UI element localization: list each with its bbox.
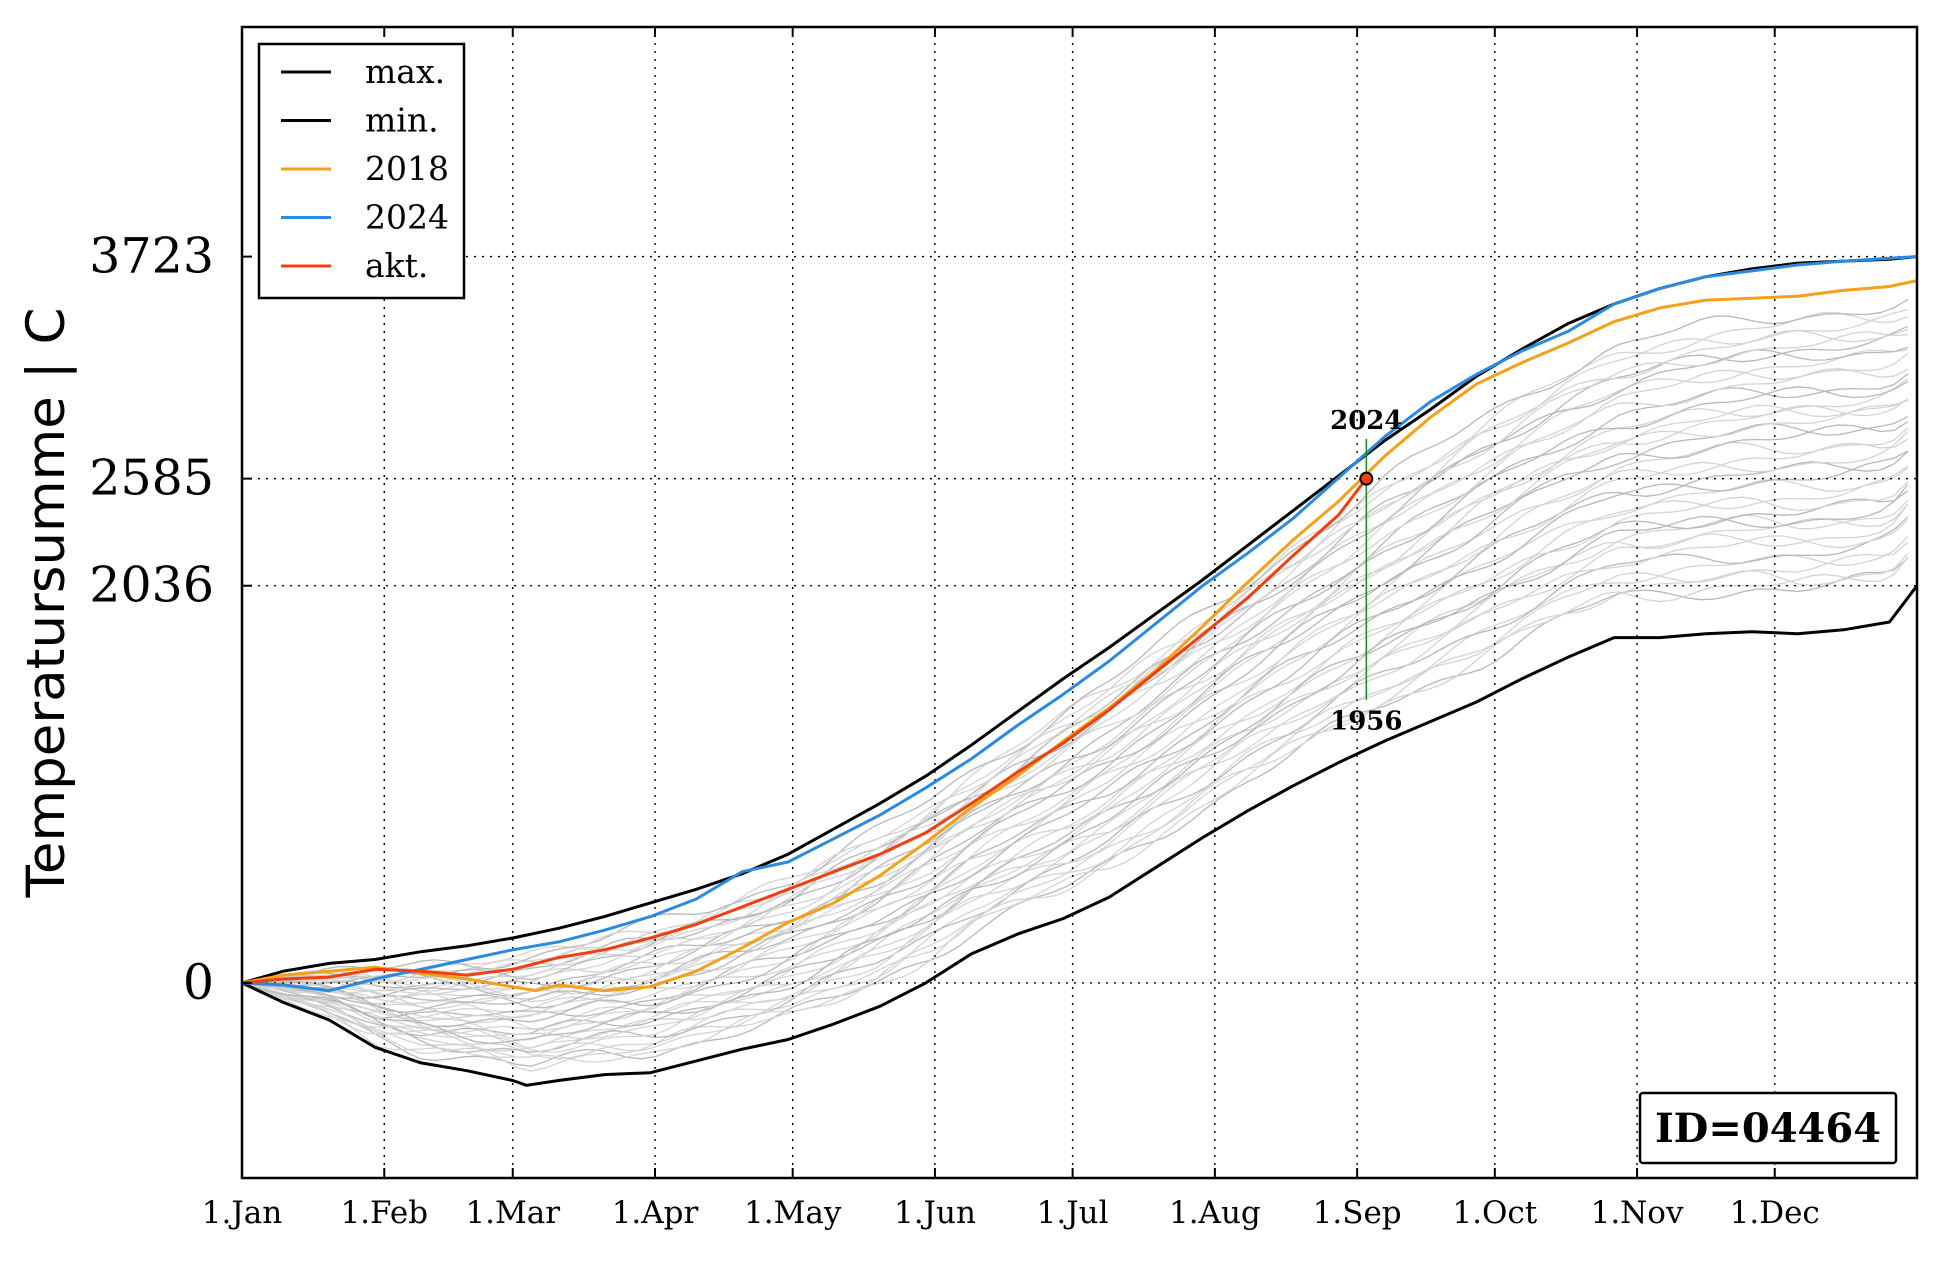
background-year-line: [241, 465, 1909, 1034]
y-tick-label: 2036: [89, 557, 214, 614]
grid-lines: [241, 27, 1917, 1178]
station-id-box-frame: [1638, 1091, 1898, 1165]
background-year-line: [241, 503, 1909, 1052]
station-id-label: ID=04464: [1655, 1105, 1881, 1152]
x-tick-label: 1.May: [744, 1195, 842, 1231]
background-year-line: [241, 311, 1909, 984]
background-year-line: [241, 378, 1909, 1004]
legend-label: akt.: [365, 246, 428, 285]
x-tick-label: 1.Jun: [894, 1195, 976, 1231]
background-year-line: [241, 421, 1909, 1013]
background-year-line: [241, 427, 1909, 1019]
background-year-line: [241, 484, 1909, 1044]
background-year-line: [241, 415, 1909, 1009]
y-axis-ticks: 0 2036 2585 3723: [89, 228, 252, 1011]
background-year-line: [241, 346, 1908, 984]
plot-frame: [240, 25, 1919, 1180]
x-tick-label: 1.Feb: [340, 1195, 428, 1231]
background-year-line: [241, 503, 1909, 1040]
background-year-line: [241, 556, 1909, 1063]
background-year-line: [241, 325, 1909, 985]
background-year-line: [241, 368, 1909, 998]
series-layer: [241, 255, 1919, 1087]
background-year-line: [241, 553, 1909, 1072]
background-year-line: [241, 450, 1909, 1028]
y-tick-label: 0: [183, 954, 214, 1011]
background-year-line: [241, 500, 1909, 1049]
background-year-line: [241, 438, 1909, 1019]
series-line-akt: [241, 477, 1368, 985]
x-tick-label: 1.Jul: [1037, 1195, 1109, 1231]
y-tick-label: 2585: [89, 450, 214, 507]
x-tick-label: 1.Aug: [1169, 1195, 1261, 1231]
background-year-line: [241, 331, 1908, 987]
background-year-line: [241, 380, 1909, 999]
background-year-line: [241, 557, 1909, 1067]
legend: max. min. 2018 2024 akt.: [257, 42, 466, 300]
legend-label: max.: [365, 52, 445, 91]
annotation-label: 1956: [1330, 707, 1402, 737]
background-year-line: [241, 308, 1908, 984]
background-year-line: [241, 399, 1908, 1010]
background-year-line: [241, 467, 1909, 1031]
series-line-2018: [241, 279, 1918, 993]
x-axis-ticks: 1.Jan 1.Feb 1.Mar 1.Apr 1.May 1.Jun 1.Jul 1.Aug…: [202, 27, 1820, 1231]
background-year-line: [241, 298, 1909, 984]
background-year-line: [241, 535, 1909, 1060]
legend-label: min.: [365, 101, 439, 140]
background-year-line: [241, 398, 1909, 1003]
legend-frame: [257, 42, 466, 300]
series-line-2024: [241, 255, 1918, 993]
x-tick-label: 1.Oct: [1452, 1195, 1537, 1231]
annotation-label: 2024: [1330, 406, 1402, 436]
x-tick-label: 1.Dec: [1730, 1195, 1820, 1231]
background-year-line: [241, 353, 1909, 990]
x-tick-label: 1.Nov: [1591, 1195, 1684, 1231]
current-value-marker: [1359, 471, 1374, 486]
background-year-line: [241, 451, 1909, 1020]
x-tick-label: 1.Jan: [202, 1195, 282, 1231]
x-tick-label: 1.Apr: [612, 1195, 699, 1231]
x-tick-label: 1.Sep: [1313, 1195, 1402, 1231]
background-year-line: [241, 481, 1909, 1041]
x-tick-label: 1.Mar: [465, 1195, 560, 1231]
background-year-line: [241, 519, 1909, 1053]
background-year-line: [241, 373, 1909, 997]
background-year-lines: [241, 298, 1909, 1072]
annotation-layer: 2024 1956: [1330, 406, 1402, 737]
background-year-line: [241, 516, 1909, 1054]
background-year-line: [241, 430, 1909, 1024]
legend-label: 2024: [365, 198, 449, 237]
station-id-box: ID=04464: [1638, 1091, 1898, 1165]
y-axis-label: Temperatursumme | C: [16, 308, 77, 899]
legend-label: 2018: [365, 149, 449, 188]
y-tick-label: 3723: [89, 228, 214, 285]
background-year-line: [241, 328, 1909, 986]
series-line-min: [241, 584, 1919, 1087]
